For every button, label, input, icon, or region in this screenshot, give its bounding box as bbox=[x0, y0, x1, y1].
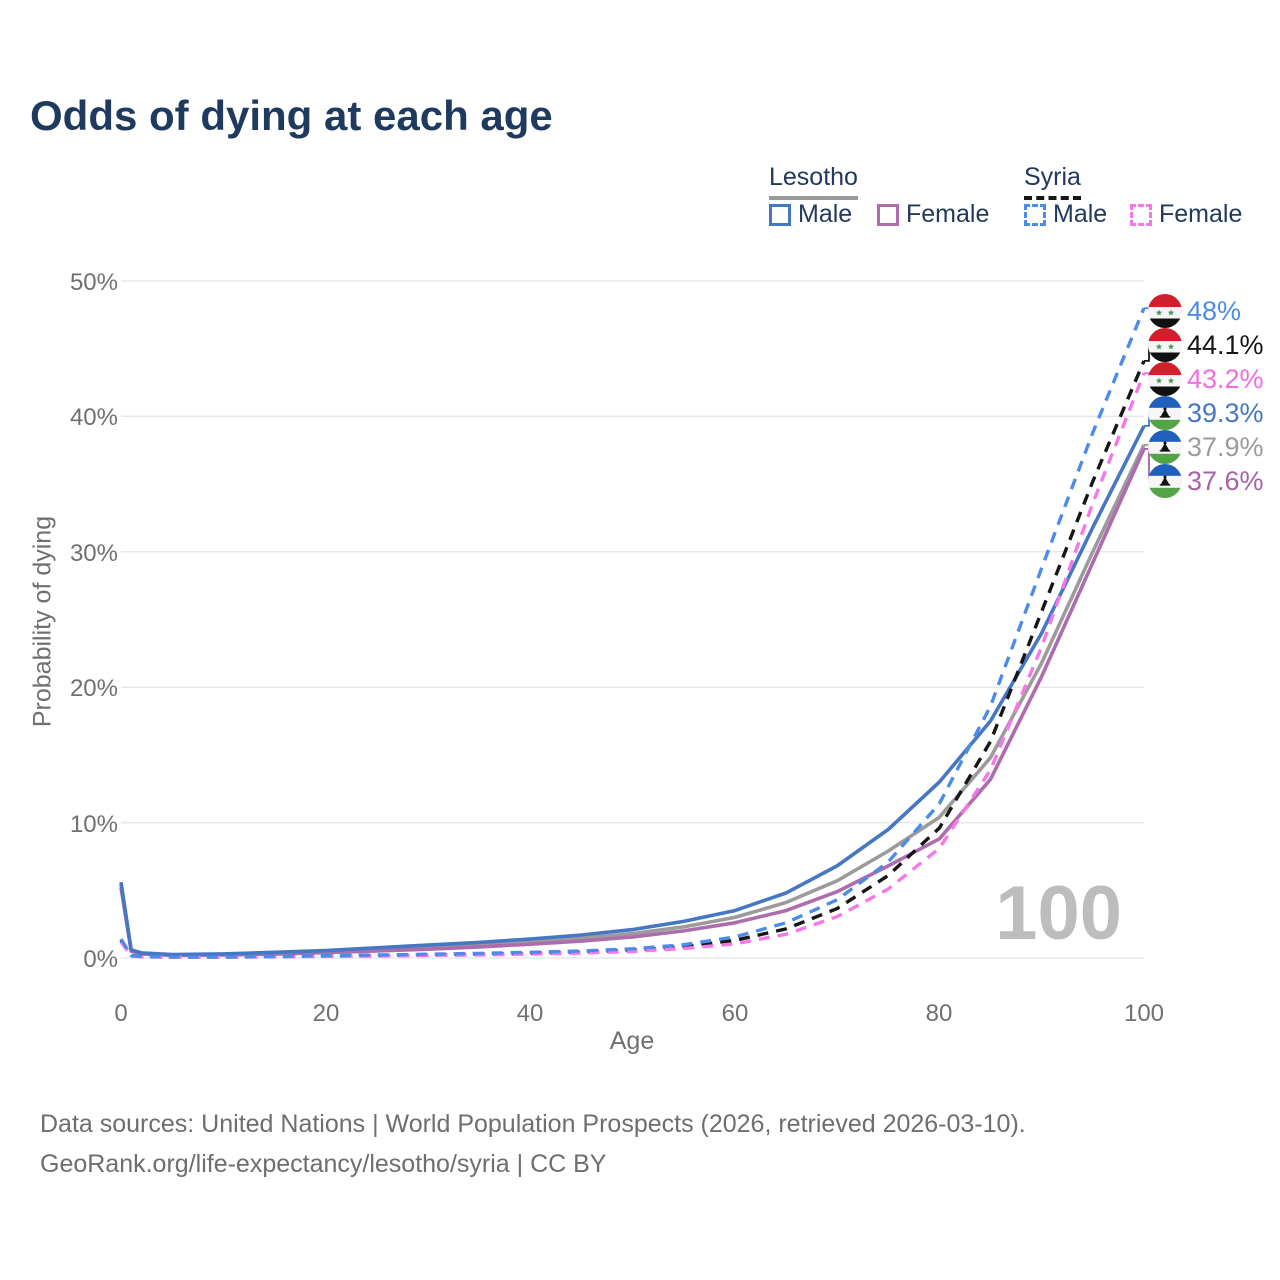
syria-flag-icon bbox=[1148, 328, 1182, 362]
y-tick-20: 20% bbox=[69, 675, 118, 702]
attribution-link[interactable]: GeoRank.org/life-expectancy/lesotho/syri… bbox=[40, 1150, 607, 1178]
x-tick-80: 80 bbox=[925, 1000, 953, 1027]
syria-male-swatch-icon bbox=[1024, 203, 1046, 226]
lesotho-flag-icon bbox=[1148, 430, 1182, 464]
legend-item-syria-male[interactable]: Male bbox=[1024, 200, 1107, 229]
end-value: 37.6% bbox=[1187, 465, 1264, 496]
end-value: 43.2% bbox=[1187, 363, 1264, 394]
legend-header-lesotho[interactable]: Lesotho bbox=[769, 163, 858, 200]
legend-item-lesotho-male[interactable]: Male bbox=[769, 200, 852, 229]
x-tick-100: 100 bbox=[1123, 1000, 1165, 1027]
y-tick-30: 30% bbox=[69, 540, 118, 567]
syria-flag-icon bbox=[1148, 362, 1182, 396]
end-label-lesotho-female[interactable]: 37.6% bbox=[1148, 464, 1264, 498]
x-axis-title: Age bbox=[609, 1027, 655, 1055]
mortality-curves bbox=[119, 307, 1146, 959]
legend-item-label: Male bbox=[1053, 200, 1108, 228]
x-tick-60: 60 bbox=[721, 1000, 749, 1027]
end-label-lesotho-both[interactable]: 37.9% bbox=[1148, 430, 1264, 464]
lesotho-male-swatch-icon bbox=[769, 203, 791, 226]
end-label-syria-female[interactable]: 43.2% bbox=[1148, 362, 1264, 396]
y-axis-title: Probability of dying bbox=[28, 515, 57, 728]
syria-female-swatch-icon bbox=[1130, 203, 1152, 226]
legend-header-syria[interactable]: Syria bbox=[1024, 163, 1081, 200]
end-label-syria-male[interactable]: 48% bbox=[1148, 294, 1241, 328]
end-value: 48% bbox=[1187, 295, 1242, 326]
legend-item-label: Male bbox=[798, 200, 853, 228]
y-tick-50: 50% bbox=[69, 269, 118, 296]
legend-item-label: Female bbox=[906, 200, 990, 228]
lesotho-flag-icon bbox=[1148, 396, 1182, 430]
lesotho-flag-icon bbox=[1148, 464, 1182, 498]
page-title: Odds of dying at each age bbox=[30, 92, 553, 139]
y-tick-40: 40% bbox=[69, 404, 118, 431]
y-tick-0: 0% bbox=[83, 946, 118, 973]
legend-item-syria-female[interactable]: Female bbox=[1130, 200, 1242, 229]
legend-group-lesotho: Lesotho bbox=[769, 163, 858, 200]
end-label-syria-both[interactable]: 44.1% bbox=[1148, 328, 1264, 362]
syria-flag-icon bbox=[1148, 294, 1182, 328]
line-chart-plot[interactable] bbox=[0, 240, 1280, 1080]
end-value: 39.3% bbox=[1187, 397, 1264, 428]
end-value: 44.1% bbox=[1187, 329, 1264, 360]
data-source-note: Data sources: United Nations | World Pop… bbox=[40, 1110, 1026, 1138]
gridlines bbox=[121, 280, 1144, 959]
end-label-lesotho-male[interactable]: 39.3% bbox=[1148, 396, 1264, 430]
legend-item-label: Female bbox=[1159, 200, 1243, 228]
y-tick-10: 10% bbox=[69, 811, 118, 838]
x-tick-20: 20 bbox=[312, 1000, 340, 1027]
legend-item-lesotho-female[interactable]: Female bbox=[877, 200, 989, 229]
end-value: 37.9% bbox=[1187, 431, 1264, 462]
legend-group-syria: Syria bbox=[1024, 163, 1081, 200]
x-tick-0: 0 bbox=[114, 1000, 128, 1027]
lesotho-female-swatch-icon bbox=[877, 203, 899, 226]
x-tick-40: 40 bbox=[516, 1000, 544, 1027]
age-watermark: 100 bbox=[995, 871, 1122, 956]
